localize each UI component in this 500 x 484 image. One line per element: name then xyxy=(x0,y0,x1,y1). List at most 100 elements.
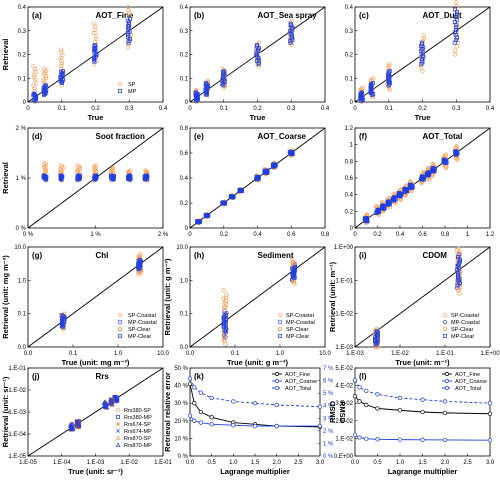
data-point xyxy=(386,70,391,75)
x-tick-label: 1.E-01 xyxy=(436,351,454,357)
x-tick-label: 10.0 xyxy=(319,351,331,357)
data-point xyxy=(371,76,376,81)
data-point xyxy=(453,0,459,5)
y-tick-label: 0 % xyxy=(16,226,27,232)
x-tick-label: 3.0 xyxy=(316,460,325,466)
legend-label: SP-Clear xyxy=(286,327,308,333)
x-tick-label: 2.0 xyxy=(441,460,450,466)
data-point xyxy=(43,160,48,166)
legend-label: MP xyxy=(128,89,137,95)
legend-marker xyxy=(116,415,120,419)
data-point xyxy=(419,174,424,179)
data-point xyxy=(271,162,276,167)
data-point xyxy=(419,66,424,71)
data-point xyxy=(209,415,214,420)
data-point xyxy=(386,85,392,91)
data-point xyxy=(456,255,461,259)
series-line xyxy=(354,380,491,404)
data-point xyxy=(387,87,392,93)
y-tick-label: 0.0 xyxy=(18,345,27,351)
legend-label: MP-Clear xyxy=(451,334,474,340)
data-point xyxy=(442,153,448,158)
y-tick-label: 4.E-02 xyxy=(335,384,353,390)
data-point xyxy=(274,402,279,408)
data-point xyxy=(222,200,227,205)
series-aot-fine xyxy=(352,394,493,416)
legend-label: SP xyxy=(128,82,136,88)
data-point xyxy=(487,438,493,443)
data-point xyxy=(31,92,36,97)
panel-g-subtitle: Chl xyxy=(96,251,109,260)
data-point xyxy=(287,149,292,154)
panel-j-label: (j) xyxy=(32,372,40,381)
legend-marker xyxy=(118,327,122,331)
data-point xyxy=(288,21,293,26)
data-point xyxy=(198,420,203,425)
data-point xyxy=(255,43,260,47)
y2-tick-label: 6 % xyxy=(323,379,334,385)
data-point xyxy=(92,27,97,32)
data-point xyxy=(453,52,458,57)
x-axis-label: True xyxy=(88,113,104,122)
x-tick-label: 1.5 xyxy=(251,460,260,466)
series-mp-clear xyxy=(373,255,462,347)
data-point xyxy=(455,9,459,14)
panel-b-label: (b) xyxy=(194,11,205,20)
data-point xyxy=(375,329,380,334)
legend-marker xyxy=(115,435,121,440)
x-tick-label: 0 xyxy=(188,232,192,238)
legend-label: MP-Coastal xyxy=(286,320,315,326)
y-tick-label: 30 % xyxy=(174,401,188,407)
legend-label: Rrs674-MP xyxy=(124,429,152,435)
data-point xyxy=(187,376,193,381)
series-mp xyxy=(358,7,460,103)
data-point xyxy=(102,399,107,404)
x-axis-label: True (unit: mg m⁻³) xyxy=(62,358,130,367)
data-point xyxy=(352,394,358,399)
data-point xyxy=(380,203,385,208)
x-tick-label: 1.E-05 xyxy=(19,460,37,466)
x-tick-label: 0.8 xyxy=(441,232,450,238)
data-point xyxy=(370,81,375,85)
data-point xyxy=(392,195,397,200)
series-mp-coastal xyxy=(372,252,463,347)
x-tick-label: 0.1 xyxy=(231,351,240,357)
legend-marker xyxy=(117,319,123,325)
data-point xyxy=(456,272,461,277)
data-point xyxy=(359,90,364,95)
y2-tick-label: 4 % xyxy=(323,404,334,410)
data-point xyxy=(92,164,97,169)
data-point xyxy=(92,21,97,26)
series-sp-coastal xyxy=(221,258,297,347)
data-point xyxy=(455,44,460,49)
legend-marker xyxy=(275,379,279,383)
y-tick-label: 3.E-02 xyxy=(335,401,353,407)
data-point xyxy=(68,422,74,427)
data-point xyxy=(454,12,459,17)
legend-label: AOT_Total xyxy=(285,386,311,392)
legend-marker xyxy=(445,372,449,376)
panel-a-label: (a) xyxy=(32,11,42,20)
data-point xyxy=(94,173,99,178)
data-point xyxy=(455,274,460,279)
data-point xyxy=(59,50,64,55)
legend-marker xyxy=(117,81,123,87)
data-point xyxy=(453,7,457,12)
panel-f-label: (f) xyxy=(359,132,367,141)
y-tick-label: 1.E-01 xyxy=(335,278,353,284)
legend-label: Rrs870-SP xyxy=(124,436,151,442)
legend-label: AOT_Coarse xyxy=(455,379,487,385)
x-tick-label: 3.0 xyxy=(486,460,495,466)
y-tick-label: 0.1 xyxy=(180,76,189,82)
x-tick-label: 2.5 xyxy=(463,460,472,466)
y-tick-label: 0.8 xyxy=(345,159,354,165)
data-point xyxy=(93,163,98,168)
y-tick-label: 5.E-02 xyxy=(335,366,353,372)
y-tick-label: 0.2 xyxy=(180,201,189,207)
y-tick-label: 0.4 xyxy=(345,5,354,11)
data-point xyxy=(75,167,80,173)
data-point xyxy=(454,38,459,43)
data-point xyxy=(487,411,493,416)
legend-marker xyxy=(277,312,283,318)
data-point xyxy=(454,27,459,32)
